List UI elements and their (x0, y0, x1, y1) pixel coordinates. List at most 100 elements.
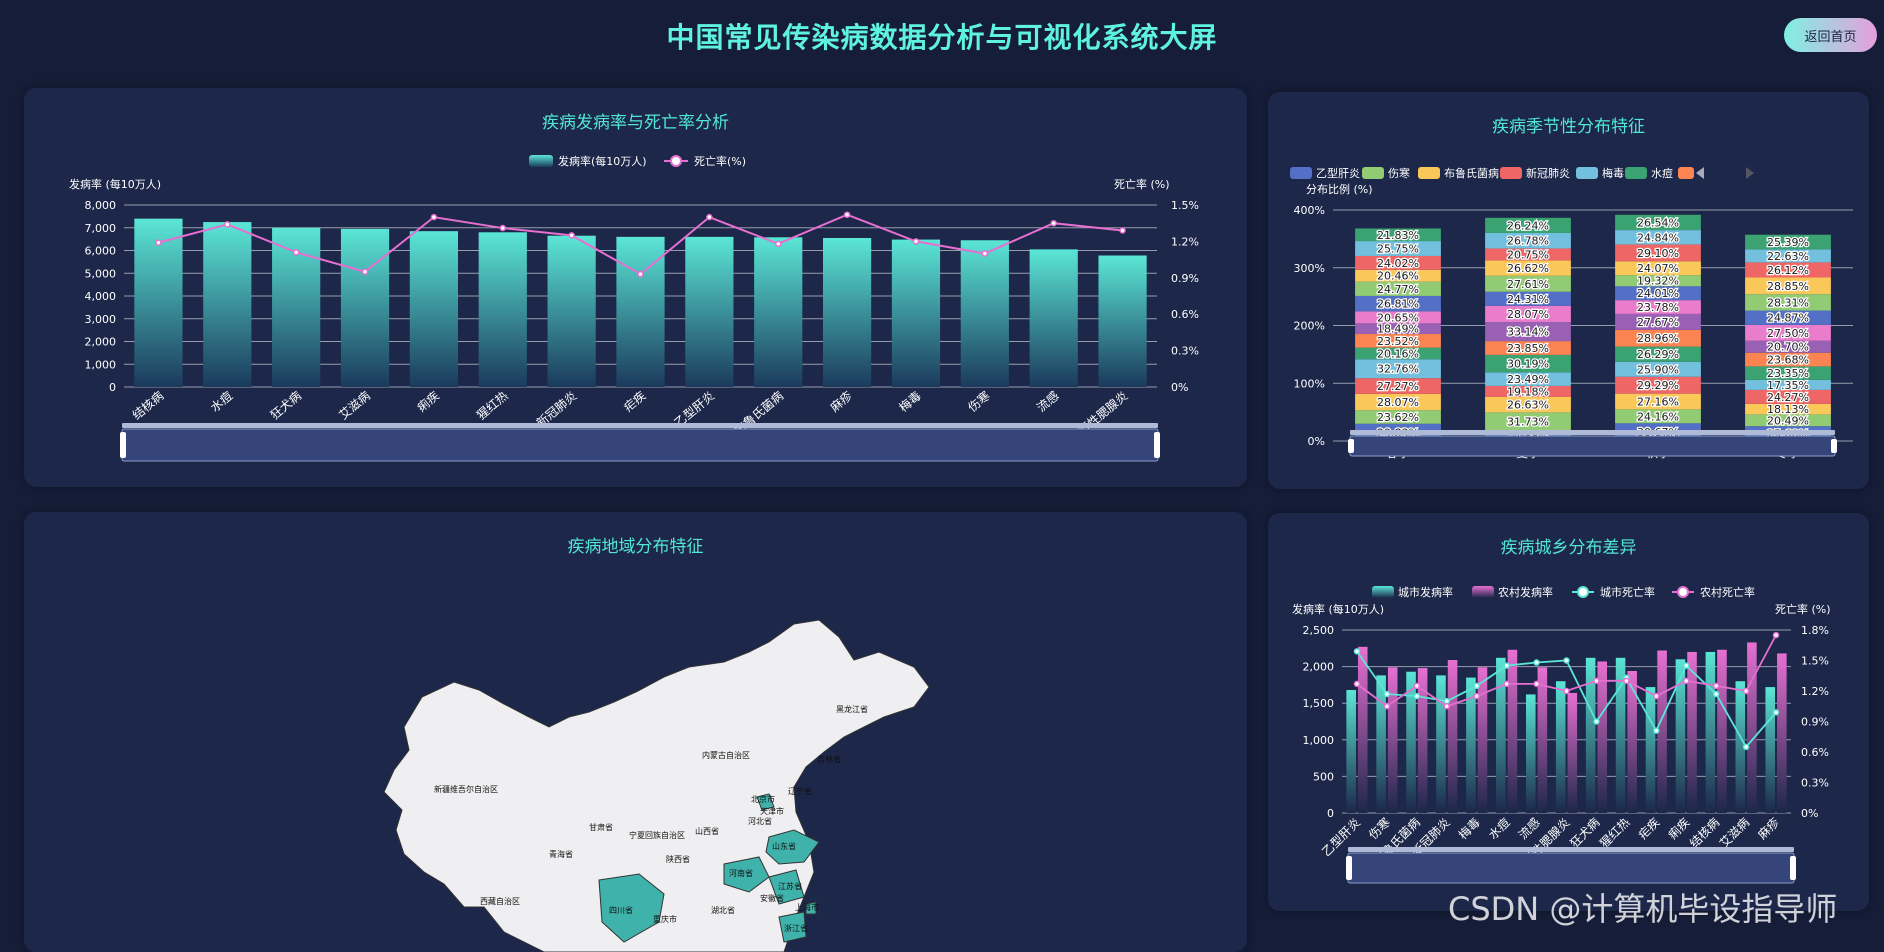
legend-label-season-3[interactable]: 新冠肺炎 (1526, 166, 1570, 180)
point-mortality-9 (774, 240, 782, 248)
data-label: 30.19% (1507, 358, 1549, 371)
legend-swatch-season-3[interactable] (1500, 167, 1522, 179)
bar-urban-1 (1376, 675, 1386, 813)
data-label: 20.16% (1377, 347, 1419, 360)
data-label: 28.96% (1637, 332, 1679, 345)
map-region-beijing[interactable] (756, 793, 775, 811)
point-mortality-0 (155, 239, 162, 246)
stack-segment-1-2 (1485, 396, 1571, 413)
y-tick-label: 0 (1327, 807, 1334, 820)
map-region-sichuan[interactable] (598, 873, 665, 943)
bar-rural-12 (1717, 649, 1727, 813)
stack-segment-3-2 (1745, 403, 1831, 415)
datazoom-slider[interactable] (1347, 852, 1795, 884)
y-tick-label: 1,000 (1303, 734, 1335, 747)
home-button[interactable]: 返回首页 (1784, 18, 1877, 52)
legend-marker-urban-mortality[interactable] (1577, 586, 1589, 598)
legend-prev-arrow-icon[interactable] (1696, 167, 1704, 179)
stack-segment-2-7 (1615, 313, 1701, 330)
data-label: 26.12% (1767, 264, 1809, 277)
map-region-zhejiang[interactable] (778, 911, 807, 943)
panel-seasonal: 疾病季节性分布特征 乙型肝炎 伤寒 布鲁氏菌病 新冠肺炎 梅毒 水痘分布比例 (%) 0% 1… (1268, 92, 1869, 489)
legend-swatch-rural-incidence[interactable] (1472, 586, 1494, 598)
data-label: 23.85% (1507, 342, 1549, 355)
legend-label-urban-mortality[interactable]: 城市死亡率 (1600, 585, 1655, 599)
x-tick-label: 狂犬病 (1566, 815, 1602, 851)
legend-next-arrow-icon[interactable] (1746, 167, 1754, 179)
stack-segment-1-8 (1485, 305, 1571, 322)
bar-incidence-5 (478, 232, 527, 387)
bar-incidence-11 (891, 239, 941, 387)
y-axis-title: 发病率 (每10万人) (1292, 602, 1384, 616)
map-label: 吉林省 (817, 754, 841, 764)
datazoom-slider-bar[interactable] (122, 423, 1158, 428)
stack-segment-2-13 (1615, 230, 1701, 245)
data-label: 20.65% (1377, 311, 1419, 324)
legend-label-season-4[interactable]: 梅毒 (1602, 166, 1624, 180)
bar-urban-14 (1765, 687, 1776, 813)
y-tick-label: 0% (1308, 435, 1325, 448)
datazoom-slider[interactable] (121, 428, 1159, 462)
data-label: 28.07% (1507, 308, 1549, 321)
y-axis-title: 发病率 (每10万人) (69, 177, 161, 191)
legend-swatch-urban-incidence[interactable] (1372, 586, 1394, 598)
map-label: 安徽省 (760, 893, 784, 903)
map-region-jiangsu[interactable] (768, 869, 805, 905)
legend-label-rural-mortality[interactable]: 农村死亡率 (1700, 585, 1755, 599)
panel-title-seasonal: 疾病季节性分布特征 (1492, 117, 1645, 137)
datazoom-slider-handle-right[interactable] (1154, 432, 1160, 458)
legend-swatch-incidence[interactable] (529, 155, 553, 167)
map-region-henan[interactable] (723, 856, 770, 893)
datazoom-slider-bar[interactable] (1350, 430, 1835, 435)
datazoom-slider-handle-right[interactable] (1790, 856, 1796, 880)
datazoom-slider-bar[interactable] (1348, 847, 1794, 852)
x-tick-label: 梅毒 (896, 388, 924, 415)
stack-segment-3-14 (1745, 234, 1831, 250)
bar-urban-2 (1406, 671, 1416, 813)
stack-segment-2-4 (1615, 361, 1701, 377)
legend-swatch-season-2[interactable] (1418, 167, 1440, 179)
legend-swatch-season-4[interactable] (1576, 167, 1598, 179)
legend-swatch-season-5[interactable] (1625, 167, 1647, 179)
stack-segment-1-7 (1485, 321, 1571, 342)
y-axis-title: 分布比例 (%) (1306, 182, 1373, 196)
legend-swatch-overflow[interactable] (1678, 167, 1694, 179)
legend-label-incidence[interactable]: 发病率(每10万人) (558, 154, 647, 168)
datazoom-slider-handle-left[interactable] (1348, 439, 1354, 453)
legend-marker-rural-mortality[interactable] (1677, 586, 1689, 598)
legend-label-season-0[interactable]: 乙型肝炎 (1316, 166, 1360, 180)
y-tick-label: 1,000 (85, 358, 117, 371)
datazoom-slider-handle-left[interactable] (120, 432, 126, 458)
bar-incidence-1 (203, 222, 252, 387)
y-tick-label: 5,000 (85, 267, 117, 280)
point-rural-mortality-13 (1742, 687, 1750, 695)
datazoom-slider-handle-right[interactable] (1831, 439, 1837, 453)
data-label: 17.35% (1767, 379, 1809, 392)
legend-swatch-season-0[interactable] (1290, 167, 1312, 179)
point-rural-mortality-0 (1353, 680, 1361, 688)
bar-urban-6 (1525, 694, 1536, 813)
datazoom-slider[interactable] (1349, 435, 1836, 457)
legend-label-season-1[interactable]: 伤寒 (1388, 166, 1410, 180)
legend-swatch-season-1[interactable] (1362, 167, 1384, 179)
x-tick-label: 乙型肝炎 (1319, 815, 1363, 859)
data-label: 20.46% (1377, 270, 1419, 283)
map-region-shandong[interactable] (765, 829, 820, 865)
legend-label-mortality[interactable]: 死亡率(%) (694, 154, 746, 168)
datazoom-slider-handle-left[interactable] (1346, 856, 1352, 880)
map-region-shanghai[interactable] (805, 901, 817, 915)
map-label: 浙江省 (784, 923, 808, 933)
point-mortality-12 (981, 250, 989, 257)
data-label: 26.63% (1507, 399, 1549, 412)
legend-label-season-2[interactable]: 布鲁氏菌病 (1444, 166, 1499, 180)
point-rural-mortality-12 (1712, 682, 1720, 690)
data-label: 18.13% (1767, 403, 1809, 416)
legend-marker-mortality[interactable] (670, 155, 682, 167)
stack-segment-2-9 (1615, 286, 1701, 301)
point-urban-mortality-0 (1353, 648, 1361, 655)
stack-segment-3-7 (1745, 340, 1831, 353)
legend-label-season-5[interactable]: 水痘 (1651, 166, 1673, 180)
legend-label-urban-incidence[interactable]: 城市发病率 (1398, 585, 1453, 599)
point-mortality-7 (637, 270, 644, 278)
legend-label-rural-incidence[interactable]: 农村发病率 (1498, 585, 1553, 599)
